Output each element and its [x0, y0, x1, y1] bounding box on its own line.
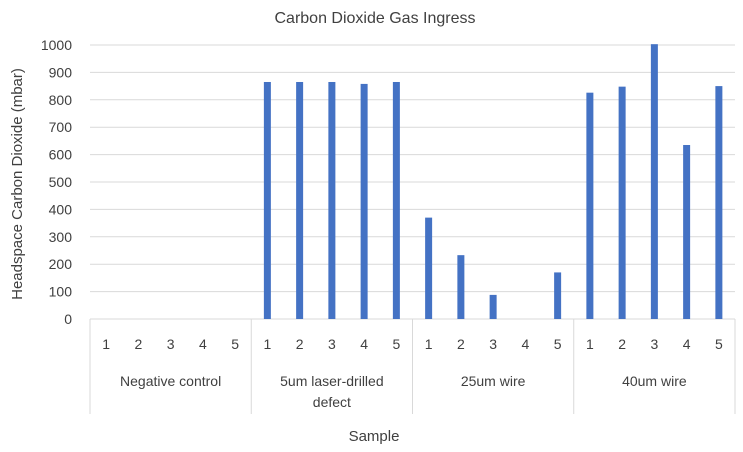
bar — [650, 44, 658, 319]
y-tick-labels: 0 100 200 300 400 500 600 700 800 900 1000 — [41, 37, 72, 327]
x-tick-label: 1 — [102, 336, 110, 352]
bar — [618, 86, 626, 319]
bar — [586, 92, 594, 320]
x-tick-label: 4 — [360, 336, 368, 352]
gridlines — [90, 44, 735, 320]
group-label: Negative control — [120, 373, 221, 389]
group-label: 5um laser-drilled — [280, 373, 383, 389]
x-tick-label: 5 — [392, 336, 400, 352]
chart-title: Carbon Dioxide Gas Ingress — [275, 10, 476, 27]
bar — [715, 86, 723, 319]
y-tick-label: 800 — [49, 92, 73, 108]
bar — [296, 81, 304, 320]
bar — [554, 272, 562, 319]
y-tick-label: 0 — [64, 311, 72, 327]
x-tick-label: 2 — [134, 336, 142, 352]
group-label: 40um wire — [622, 373, 687, 389]
x-tick-label: 1 — [586, 336, 594, 352]
bar — [263, 81, 271, 320]
x-tick-label: 5 — [231, 336, 239, 352]
group-label: 25um wire — [461, 373, 526, 389]
x-tick-label: 4 — [683, 336, 691, 352]
x-tick-label: 2 — [618, 336, 626, 352]
x-tick-label: 4 — [521, 336, 529, 352]
bar — [360, 83, 368, 320]
y-tick-label: 900 — [49, 64, 73, 80]
x-tick-label: 3 — [167, 336, 175, 352]
x-tick-label: 3 — [489, 336, 497, 352]
bar — [328, 81, 336, 320]
y-tick-label: 700 — [49, 119, 73, 135]
bars — [263, 44, 723, 320]
y-tick-label: 400 — [49, 201, 73, 217]
x-tick-label: 1 — [263, 336, 271, 352]
y-tick-label: 500 — [49, 174, 73, 190]
group-label: defect — [313, 394, 351, 410]
x-tick-label: 5 — [554, 336, 562, 352]
bar — [683, 145, 691, 319]
y-tick-label: 1000 — [41, 37, 72, 53]
x-tick-label: 4 — [199, 336, 207, 352]
bar — [457, 255, 465, 319]
x-tick-label: 3 — [650, 336, 658, 352]
x-tick-label: 5 — [715, 336, 723, 352]
x-tick-label: 3 — [328, 336, 336, 352]
bar — [392, 81, 400, 320]
y-tick-label: 100 — [49, 284, 73, 300]
y-axis-title: Headspace Carbon Dioxide (mbar) — [9, 68, 26, 300]
bar — [425, 217, 433, 319]
y-tick-label: 600 — [49, 147, 73, 163]
x-tick-label: 2 — [296, 336, 304, 352]
x-tick-label: 2 — [457, 336, 465, 352]
y-tick-label: 200 — [49, 256, 73, 272]
y-tick-label: 300 — [49, 229, 73, 245]
bar — [489, 294, 497, 319]
x-axis-title: Sample — [349, 428, 400, 445]
x-tick-label: 1 — [425, 336, 433, 352]
category-axis: 1 2 3 4 5 Negative control 1 2 3 4 5 5um laser-dril… — [89, 319, 736, 414]
